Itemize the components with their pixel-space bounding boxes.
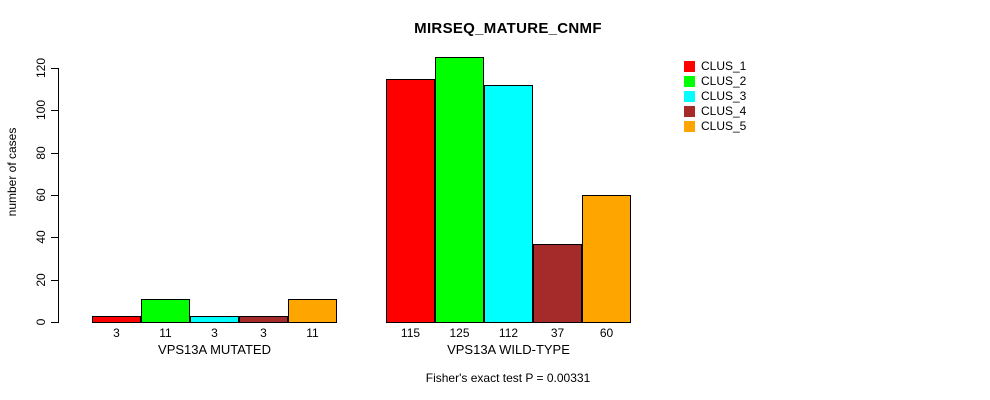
bar-value-label: 112 — [498, 326, 519, 340]
bar-clus_4-group2 — [533, 244, 582, 323]
bar-clus_2-group1 — [141, 299, 190, 323]
x-group-label-mutated: VPS13A MUTATED — [158, 342, 271, 357]
x-group-label-wildtype: VPS13A WILD-TYPE — [447, 342, 570, 357]
bar-clus_5-group1 — [288, 299, 337, 323]
legend: CLUS_1 CLUS_2 CLUS_3 CLUS_4 CLUS_5 — [684, 60, 746, 132]
y-axis-tick-label: 40 — [34, 230, 48, 244]
legend-swatch-clus_3 — [684, 90, 695, 102]
y-axis-tick — [51, 322, 58, 323]
bar-value-label: 60 — [599, 326, 614, 340]
bar-value-label: 3 — [211, 326, 218, 340]
y-axis-tick-label: 100 — [34, 99, 48, 121]
y-axis-tick — [51, 110, 58, 111]
y-axis-tick-label: 20 — [34, 273, 48, 287]
y-axis-tick — [51, 195, 58, 196]
bar-value-label: 3 — [260, 326, 267, 340]
y-axis-line — [58, 68, 59, 323]
legend-label: CLUS_4 — [701, 104, 747, 118]
y-axis-tick — [51, 153, 58, 154]
bar-clus_5-group2 — [582, 195, 631, 323]
bar-clus_4-group1 — [239, 316, 288, 323]
legend-item-clus_4: CLUS_4 — [684, 105, 746, 117]
legend-label: CLUS_5 — [701, 119, 747, 133]
bar-clus_1-group2 — [386, 79, 435, 323]
y-axis-tick-label: 0 — [34, 318, 48, 326]
bar-value-label: 3 — [113, 326, 120, 340]
legend-label: CLUS_1 — [701, 59, 747, 73]
bar-value-label: 11 — [159, 326, 172, 340]
y-axis-tick — [51, 68, 58, 69]
legend-swatch-clus_5 — [684, 120, 695, 132]
bar-clus_3-group1 — [190, 316, 239, 323]
fisher-test-caption: Fisher's exact test P = 0.00331 — [425, 371, 591, 385]
bar-value-label: 115 — [400, 326, 421, 340]
bar-clus_3-group2 — [484, 85, 533, 323]
bar-value-label: 125 — [449, 326, 470, 340]
legend-swatch-clus_2 — [684, 75, 695, 87]
legend-item-clus_1: CLUS_1 — [684, 60, 746, 72]
bar-value-label: 11 — [306, 326, 319, 340]
legend-item-clus_3: CLUS_3 — [684, 90, 746, 102]
legend-label: CLUS_3 — [701, 89, 747, 103]
y-axis-label: number of cases — [5, 127, 19, 217]
bar-value-label: 37 — [550, 326, 565, 340]
y-axis-tick — [51, 280, 58, 281]
legend-label: CLUS_2 — [701, 74, 747, 88]
legend-swatch-clus_1 — [684, 60, 695, 72]
y-axis-tick — [51, 237, 58, 238]
legend-item-clus_5: CLUS_5 — [684, 120, 746, 132]
legend-swatch-clus_4 — [684, 105, 695, 117]
bar-clus_2-group2 — [435, 57, 484, 323]
bar-clus_1-group1 — [92, 316, 141, 323]
y-axis-tick-label: 120 — [34, 57, 48, 79]
y-axis-tick-label: 80 — [34, 146, 48, 160]
legend-item-clus_2: CLUS_2 — [684, 75, 746, 87]
chart-title: MIRSEQ_MATURE_CNMF — [414, 20, 602, 37]
y-axis-tick-label: 60 — [34, 188, 48, 202]
